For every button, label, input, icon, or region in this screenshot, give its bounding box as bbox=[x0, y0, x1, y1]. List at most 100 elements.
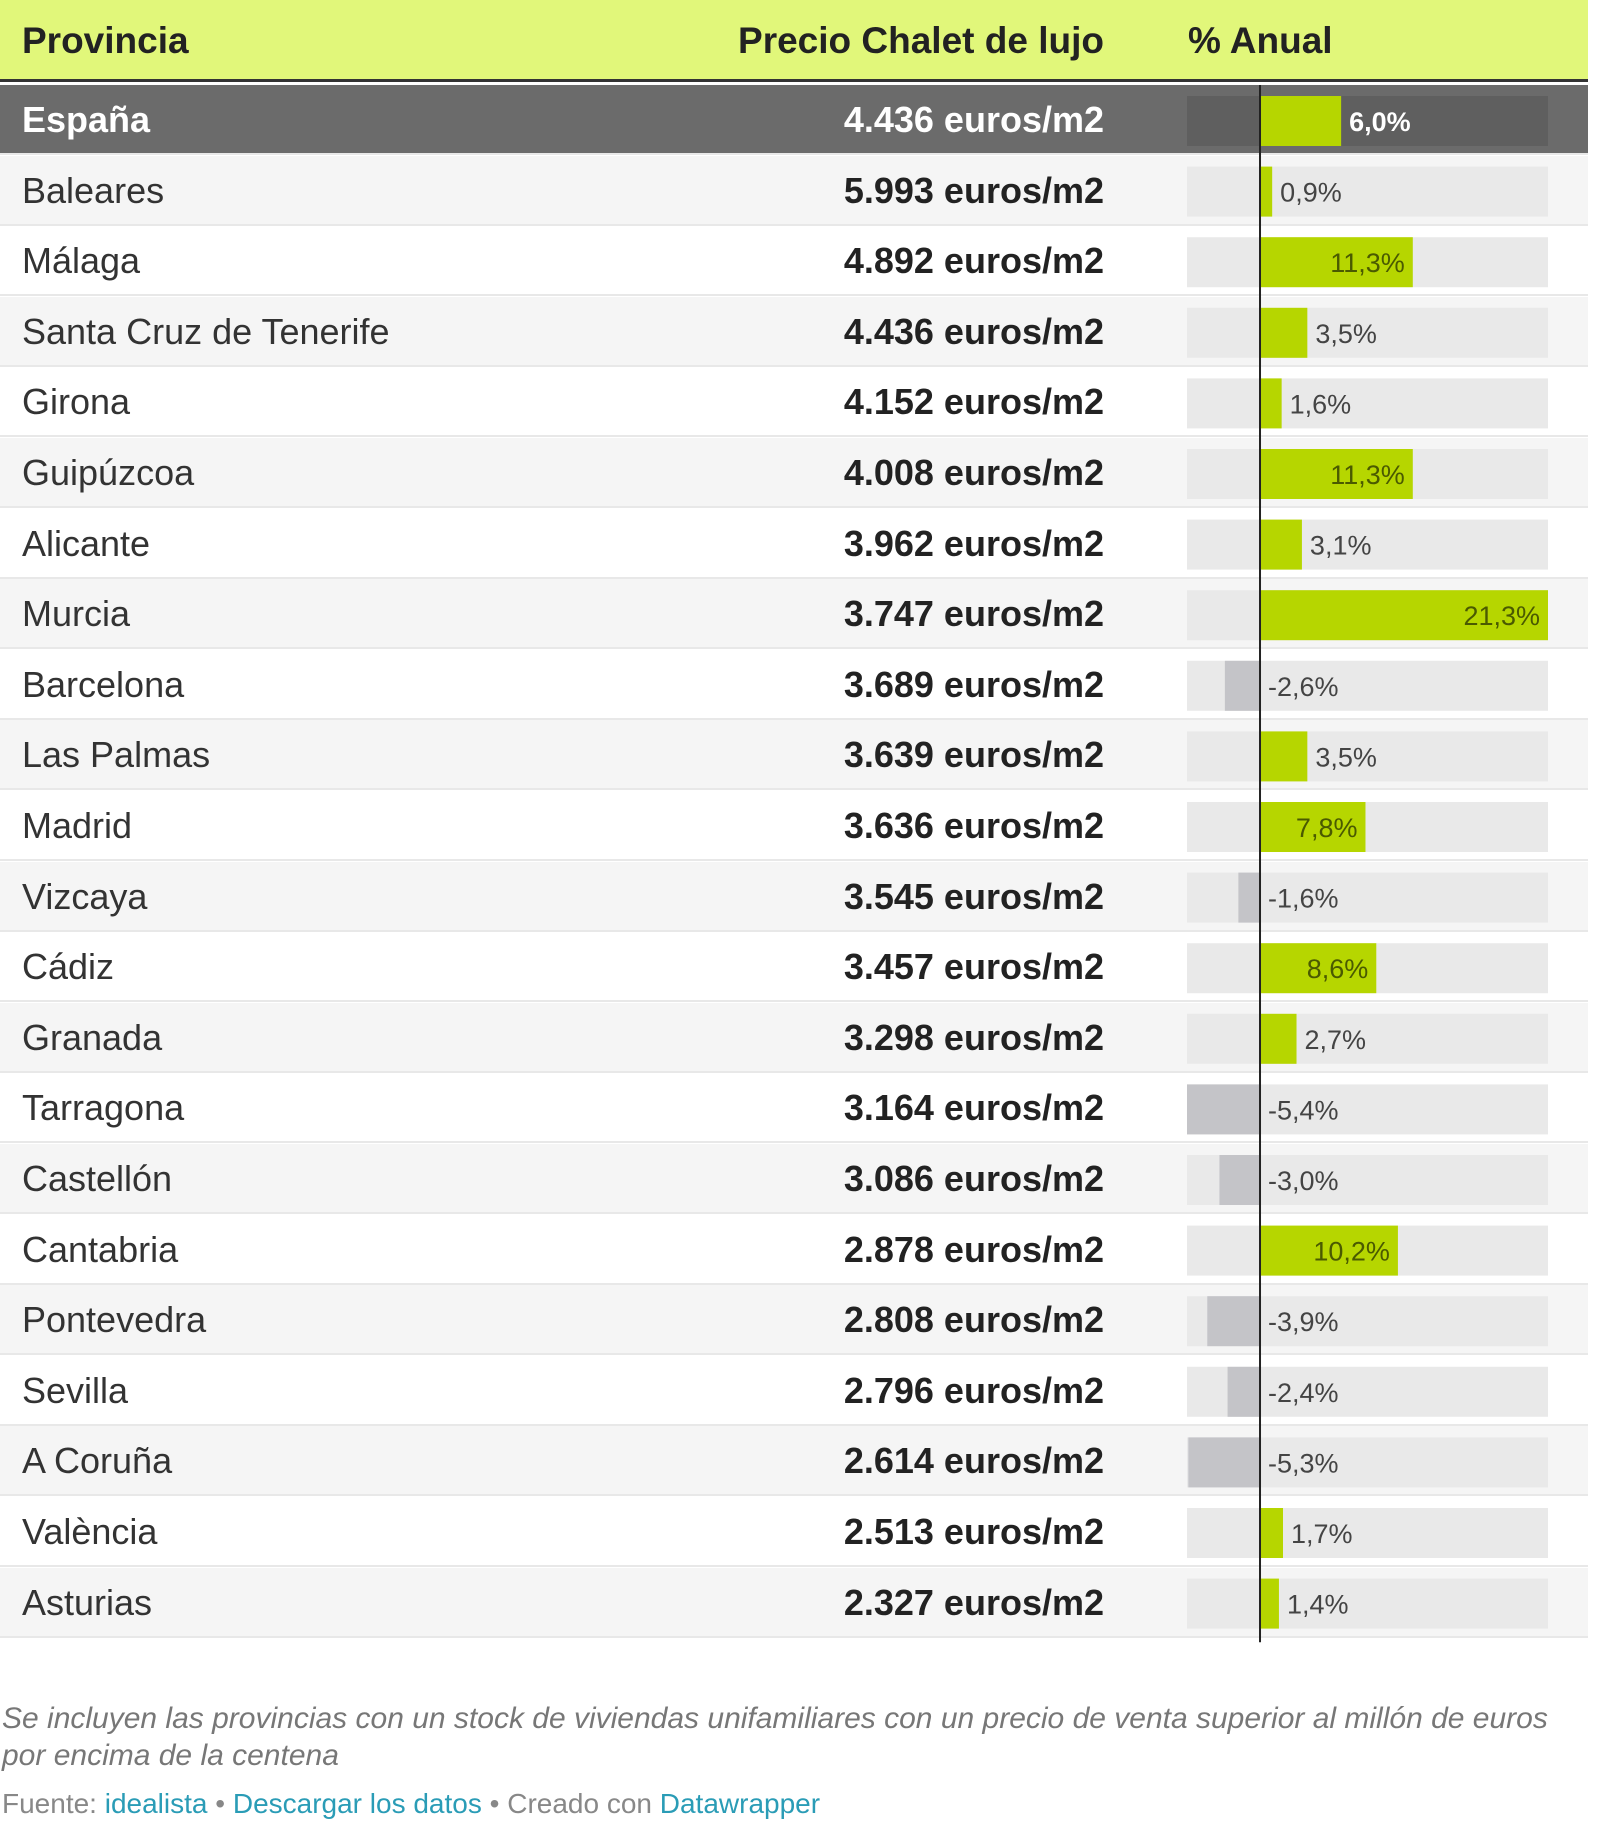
bar-anual bbox=[1227, 1366, 1261, 1417]
bar-track bbox=[1187, 731, 1548, 782]
bar-track bbox=[1187, 802, 1548, 852]
column-header-precio[interactable]: Precio Chalet de lujo bbox=[738, 20, 1104, 61]
cell-precio: 2.808 euros/m2 bbox=[843, 1299, 1104, 1341]
bar-value-label: 11,3% bbox=[1330, 460, 1405, 490]
bar-value-label: 1,7% bbox=[1291, 1519, 1353, 1549]
bar-value-label: -5,4% bbox=[1268, 1095, 1339, 1125]
cell-provincia: Murcia bbox=[22, 593, 131, 635]
cell-provincia: Cádiz bbox=[22, 946, 115, 988]
created-with-text: • Creado con bbox=[481, 1788, 660, 1819]
bar-anual bbox=[1187, 1084, 1261, 1135]
cell-precio: 3.545 euros/m2 bbox=[843, 875, 1104, 917]
source-prefix: Fuente: bbox=[2, 1788, 105, 1819]
bar-track bbox=[1187, 1013, 1548, 1064]
bar-track bbox=[1187, 1508, 1548, 1558]
source-line: Fuente: idealista • Descargar los datos … bbox=[2, 1788, 820, 1820]
bar-value-label: 2,7% bbox=[1305, 1025, 1367, 1055]
cell-provincia: Alicante bbox=[22, 522, 151, 564]
bar-track bbox=[1187, 1578, 1548, 1629]
cell-provincia: Pontevedra bbox=[22, 1299, 207, 1341]
bar-value-label: 21,3% bbox=[1463, 601, 1540, 631]
cell-provincia: Sevilla bbox=[22, 1369, 129, 1411]
bar-anual bbox=[1260, 1225, 1398, 1276]
bar-value-label: 7,8% bbox=[1296, 813, 1358, 843]
bar-anual bbox=[1260, 237, 1413, 288]
bar-anual bbox=[1260, 378, 1282, 429]
bar-anual bbox=[1260, 1578, 1279, 1629]
cell-provincia: Málaga bbox=[22, 240, 141, 282]
bar-anual bbox=[1224, 660, 1261, 711]
cell-provincia: Guipúzcoa bbox=[22, 452, 195, 493]
cell-precio: 3.962 euros/m2 bbox=[843, 522, 1104, 564]
cell-precio: 2.614 euros/m2 bbox=[843, 1440, 1104, 1482]
bar-value-label: 0,9% bbox=[1280, 178, 1342, 208]
bar-value-label: 1,6% bbox=[1290, 389, 1352, 419]
bar-value-label: -2,4% bbox=[1268, 1378, 1339, 1408]
bar-value-label: 6,0% bbox=[1349, 107, 1411, 137]
bar-value-label: -5,3% bbox=[1268, 1448, 1339, 1478]
footnote: Se incluyen las provincias con un stock … bbox=[2, 1702, 1548, 1772]
bar-anual bbox=[1260, 1508, 1283, 1558]
cell-precio: 4.008 euros/m2 bbox=[843, 452, 1104, 493]
cell-provincia: Santa Cruz de Tenerife bbox=[22, 310, 390, 352]
cell-precio: 3.457 euros/m2 bbox=[843, 946, 1104, 988]
bar-value-label: 1,4% bbox=[1287, 1590, 1349, 1620]
cell-precio: 4.436 euros/m2 bbox=[843, 99, 1104, 140]
cell-precio: 2.878 euros/m2 bbox=[843, 1228, 1104, 1270]
bar-value-label: 3,5% bbox=[1315, 742, 1377, 772]
cell-provincia: Vizcaya bbox=[22, 875, 148, 917]
table-header: Provincia Precio Chalet de lujo % Anual bbox=[0, 0, 1588, 82]
cell-provincia: España bbox=[22, 99, 151, 140]
cell-precio: 4.152 euros/m2 bbox=[843, 381, 1104, 423]
cell-precio: 3.747 euros/m2 bbox=[843, 593, 1104, 635]
cell-provincia: València bbox=[22, 1511, 158, 1552]
cell-precio: 3.636 euros/m2 bbox=[843, 805, 1104, 846]
bar-anual bbox=[1219, 1155, 1261, 1205]
bar-anual bbox=[1260, 731, 1308, 782]
bar-value-label: 8,6% bbox=[1307, 954, 1369, 984]
cell-precio: 3.164 euros/m2 bbox=[843, 1087, 1104, 1129]
cell-provincia: Asturias bbox=[22, 1581, 153, 1623]
cell-precio: 2.796 euros/m2 bbox=[843, 1369, 1104, 1411]
cell-provincia: Castellón bbox=[22, 1158, 173, 1199]
cell-provincia: Granada bbox=[22, 1016, 163, 1058]
cell-provincia: Barcelona bbox=[22, 663, 185, 705]
cell-precio: 3.639 euros/m2 bbox=[843, 734, 1104, 776]
cell-provincia: Las Palmas bbox=[22, 734, 211, 776]
cell-provincia: Cantabria bbox=[22, 1228, 179, 1270]
download-data-link[interactable]: Descargar los datos bbox=[232, 1788, 482, 1819]
bar-anual bbox=[1260, 590, 1548, 641]
bar-value-label: -3,0% bbox=[1268, 1166, 1339, 1196]
bar-anual bbox=[1188, 1437, 1261, 1488]
bar-track bbox=[1187, 166, 1548, 217]
bar-anual bbox=[1207, 1296, 1261, 1347]
bar-value-label: -1,6% bbox=[1268, 884, 1339, 914]
bar-chart-column: 6,0% 0,9% 11,3% 3,5% 1,6% 11,3% 3,1% 21,3% -2,6%… bbox=[1187, 85, 1548, 1643]
column-header-provincia[interactable]: Provincia bbox=[22, 20, 189, 61]
bar-anual bbox=[1260, 802, 1366, 852]
bar-anual bbox=[1238, 872, 1261, 923]
bar-anual bbox=[1260, 166, 1273, 217]
cell-precio: 3.689 euros/m2 bbox=[843, 663, 1104, 705]
cell-provincia: Girona bbox=[22, 381, 131, 423]
bar-value-label: -2,6% bbox=[1268, 672, 1339, 702]
bar-track bbox=[1187, 96, 1548, 146]
bar-track bbox=[1187, 307, 1548, 358]
bar-track bbox=[1187, 519, 1548, 570]
cell-provincia: Madrid bbox=[22, 805, 133, 846]
bar-anual bbox=[1260, 96, 1342, 146]
bar-anual bbox=[1260, 449, 1413, 499]
cell-provincia: A Coruña bbox=[22, 1440, 173, 1482]
bar-track bbox=[1187, 378, 1548, 429]
cell-precio: 4.436 euros/m2 bbox=[843, 310, 1104, 352]
bar-anual bbox=[1260, 1013, 1297, 1064]
bar-value-label: 10,2% bbox=[1313, 1237, 1390, 1267]
cell-precio: 3.086 euros/m2 bbox=[843, 1158, 1104, 1199]
bar-value-label: 3,1% bbox=[1310, 531, 1372, 561]
bar-value-label: 11,3% bbox=[1330, 248, 1405, 278]
datawrapper-link[interactable]: Datawrapper bbox=[659, 1788, 821, 1819]
column-header-anual[interactable]: % Anual bbox=[1188, 20, 1333, 61]
source-link[interactable]: idealista bbox=[104, 1788, 208, 1819]
bar-anual bbox=[1260, 519, 1302, 570]
bar-value-label: -3,9% bbox=[1268, 1307, 1339, 1337]
